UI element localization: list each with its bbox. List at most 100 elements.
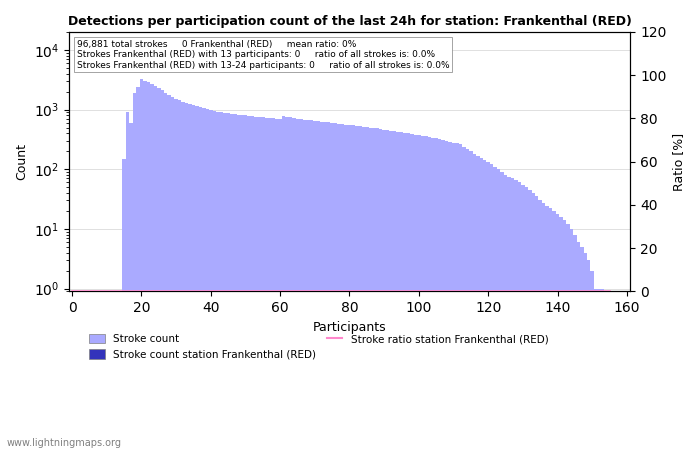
Bar xyxy=(514,180,518,450)
Bar xyxy=(279,119,282,450)
Bar xyxy=(469,151,472,450)
Bar xyxy=(577,242,580,450)
Bar xyxy=(282,116,286,450)
Bar xyxy=(178,100,181,450)
Bar xyxy=(174,99,178,450)
Bar xyxy=(403,133,407,450)
Bar xyxy=(240,115,244,450)
Bar xyxy=(144,81,147,450)
Bar xyxy=(223,113,226,450)
Bar xyxy=(126,112,130,450)
Bar xyxy=(566,224,570,450)
Bar xyxy=(337,124,341,450)
Bar xyxy=(580,247,584,450)
Bar xyxy=(372,128,375,450)
Bar xyxy=(414,135,417,450)
Bar xyxy=(265,118,268,450)
Bar xyxy=(486,162,490,450)
Bar xyxy=(351,125,355,450)
Bar xyxy=(244,115,247,450)
Bar xyxy=(410,134,414,450)
Bar xyxy=(552,211,556,450)
Bar xyxy=(140,79,143,450)
Bar xyxy=(504,175,508,450)
Bar xyxy=(202,108,206,450)
Bar xyxy=(226,113,230,450)
Bar xyxy=(153,86,157,450)
Bar xyxy=(438,139,442,450)
Bar xyxy=(293,118,295,450)
Bar xyxy=(556,214,559,450)
Bar xyxy=(549,208,552,450)
Bar xyxy=(444,141,448,450)
Bar xyxy=(272,118,275,450)
Bar xyxy=(171,97,174,450)
Bar xyxy=(323,122,327,450)
Bar xyxy=(497,169,500,450)
Bar xyxy=(348,125,351,450)
Bar xyxy=(299,119,302,450)
Bar xyxy=(570,229,573,450)
Bar xyxy=(275,119,279,450)
Bar xyxy=(195,106,199,450)
Bar xyxy=(531,193,535,450)
Bar xyxy=(494,167,497,450)
Bar xyxy=(417,135,421,450)
Bar xyxy=(480,158,483,450)
Bar xyxy=(528,190,531,450)
Bar xyxy=(473,154,476,450)
Bar xyxy=(344,125,348,450)
Text: 96,881 total strokes     0 Frankenthal (RED)     mean ratio: 0%
Strokes Frankent: 96,881 total strokes 0 Frankenthal (RED)… xyxy=(77,40,449,69)
Bar xyxy=(587,260,591,450)
Bar xyxy=(369,127,372,450)
Bar xyxy=(268,118,272,450)
Bar xyxy=(524,187,528,450)
Bar xyxy=(355,126,358,450)
Bar xyxy=(258,117,261,450)
Bar xyxy=(594,288,597,450)
Bar xyxy=(185,103,188,450)
Bar xyxy=(136,87,140,450)
Bar xyxy=(365,127,369,450)
Bar xyxy=(295,119,299,450)
Bar xyxy=(455,144,458,450)
Title: Detections per participation count of the last 24h for station: Frankenthal (RED: Detections per participation count of th… xyxy=(68,15,631,28)
Bar xyxy=(448,142,452,450)
Bar xyxy=(213,111,216,450)
Bar xyxy=(261,117,265,450)
Bar xyxy=(330,123,334,450)
Bar xyxy=(535,196,538,450)
Bar xyxy=(362,126,365,450)
Y-axis label: Count: Count xyxy=(15,143,28,180)
Bar xyxy=(320,122,323,450)
Bar xyxy=(389,131,393,450)
Bar xyxy=(306,120,309,450)
Bar xyxy=(538,200,542,450)
Bar xyxy=(216,112,220,450)
Bar xyxy=(500,172,504,450)
Bar xyxy=(327,122,330,450)
Bar xyxy=(435,138,438,450)
Bar xyxy=(289,117,293,450)
Bar xyxy=(247,116,251,450)
Bar xyxy=(462,147,466,450)
Bar xyxy=(563,220,566,450)
Bar xyxy=(601,288,604,450)
Bar xyxy=(192,105,195,450)
Bar xyxy=(150,84,153,450)
Bar xyxy=(309,120,313,450)
Bar xyxy=(452,143,455,450)
Bar xyxy=(358,126,362,450)
Bar xyxy=(316,121,320,450)
Bar xyxy=(431,138,435,450)
Bar xyxy=(122,159,126,450)
Bar xyxy=(254,117,258,450)
Bar xyxy=(421,136,424,450)
Legend: Stroke count, Stroke count station Frankenthal (RED), Stroke ratio station Frank: Stroke count, Stroke count station Frank… xyxy=(85,330,552,364)
Bar xyxy=(476,156,480,450)
Bar xyxy=(130,123,133,450)
Bar xyxy=(167,95,171,450)
Bar xyxy=(375,128,379,450)
Bar xyxy=(428,137,431,450)
Bar xyxy=(521,184,524,450)
